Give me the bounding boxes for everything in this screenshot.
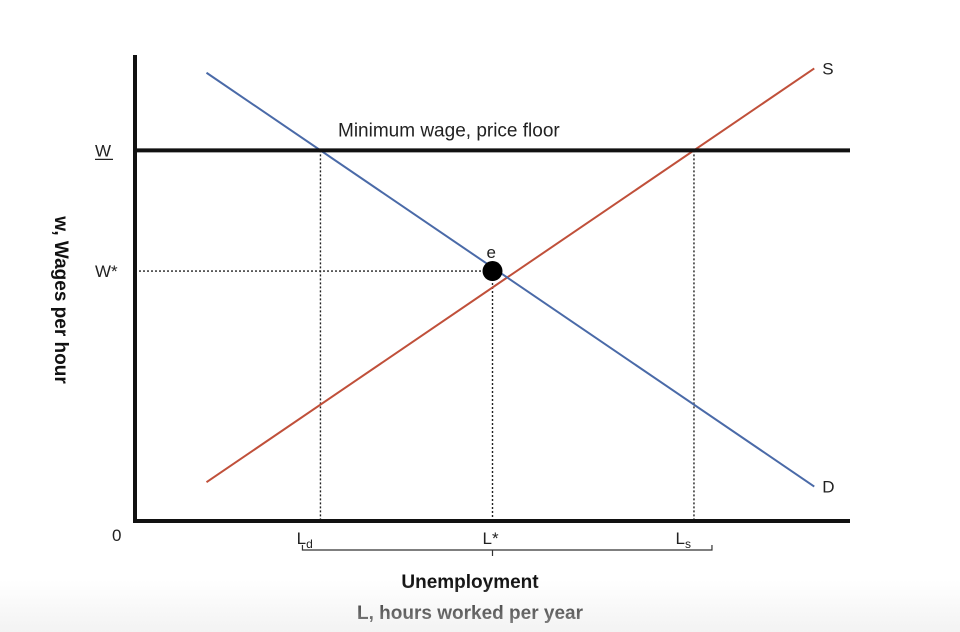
y-tick-labels: W W* xyxy=(95,141,118,281)
price-floor-label: Minimum wage, price floor xyxy=(338,120,560,141)
curve-label-S: S xyxy=(822,59,833,78)
y-axis-label: w, Wages per hour xyxy=(50,216,71,384)
x-tick-labels: Ld L* Ls xyxy=(297,529,691,551)
x-axis-label: L, hours worked per year xyxy=(357,603,583,624)
y-tick-label: W* xyxy=(95,262,118,281)
curve-label-D: D xyxy=(822,478,834,497)
equilibrium-label: e xyxy=(487,243,496,262)
supply-demand-curves: SD xyxy=(205,59,835,497)
unemployment-bracket xyxy=(301,545,713,556)
x-tick-label: Ld xyxy=(297,529,313,551)
unemployment-label: Unemployment xyxy=(401,572,539,593)
bracket-line xyxy=(301,545,713,551)
origin-label: 0 xyxy=(112,526,121,545)
curve-D xyxy=(205,71,815,488)
dotted-guide-lines xyxy=(135,150,695,521)
y-tick-label: W xyxy=(95,141,111,160)
curve-S xyxy=(205,67,815,484)
x-tick-label: Ls xyxy=(676,529,691,551)
equilibrium-point xyxy=(482,261,503,282)
x-tick-label: L* xyxy=(483,529,499,548)
